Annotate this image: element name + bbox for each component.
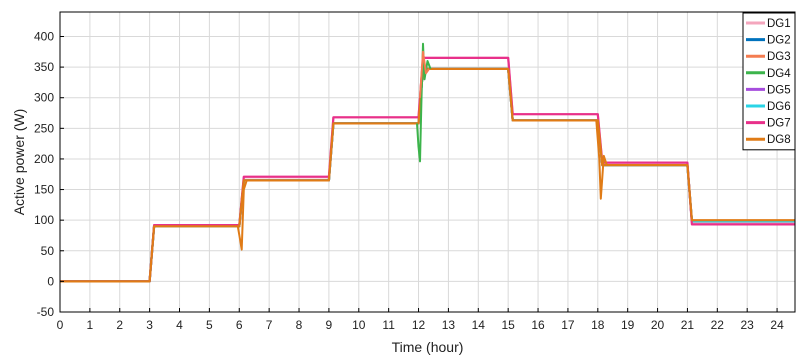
- x-tick-label: 14: [472, 318, 486, 332]
- x-tick-label: 10: [352, 318, 366, 332]
- y-tick-label: 100: [34, 213, 54, 227]
- x-tick-label: 16: [531, 318, 545, 332]
- y-tick-label: 350: [34, 60, 54, 74]
- x-tick-label: 0: [57, 318, 64, 332]
- legend-label-dg1: DG1: [767, 18, 791, 30]
- x-tick-label: 18: [591, 318, 605, 332]
- x-tick-label: 22: [711, 318, 725, 332]
- y-tick-label: 400: [34, 29, 54, 43]
- x-tick-label: 8: [296, 318, 303, 332]
- legend: DG1 DG2 DG3 DG4 DG5 DG6 DG7 DG8: [742, 12, 796, 151]
- legend-label-dg2: DG2: [767, 35, 791, 47]
- legend-box: [742, 12, 796, 151]
- series-line-dg8: [60, 67, 795, 283]
- y-tick-label: 0: [47, 274, 54, 288]
- x-tick-label: 19: [621, 318, 635, 332]
- y-tick-label: 200: [34, 152, 54, 166]
- x-tick-label: 15: [501, 318, 515, 332]
- series-line-dg4: [60, 67, 795, 283]
- legend-label-dg8: DG8: [767, 134, 791, 146]
- x-tick-label: 12: [412, 318, 426, 332]
- transient-dg8: [595, 120, 608, 200]
- y-tick-label: 300: [34, 91, 54, 105]
- x-tick-label: 1: [87, 318, 94, 332]
- y-tick-label: 50: [41, 244, 55, 258]
- legend-label-dg3: DG3: [767, 51, 791, 63]
- x-tick-label: 20: [651, 318, 665, 332]
- x-tick-label: 21: [681, 318, 695, 332]
- legend-label-dg4: DG4: [767, 68, 791, 80]
- x-tick-label: 24: [770, 318, 784, 332]
- axes-frame: [59, 11, 796, 313]
- series-line-dg2: [60, 67, 795, 283]
- series-line-dg3: [60, 67, 795, 283]
- x-tick-label: 6: [236, 318, 243, 332]
- legend-label-dg5: DG5: [767, 84, 791, 96]
- y-axis-label: Active power (W): [11, 109, 27, 216]
- series-line-dg7: [60, 56, 795, 283]
- legend-label-dg7: DG7: [767, 118, 791, 130]
- y-tick-label: 250: [34, 121, 54, 135]
- axis-ticks: 0 1 2 3 4 5 6 7 8 9 10 11 12 13 14 15 16 17 18 19 20 21 22 23 24…: [34, 29, 784, 332]
- grid-lines: [59, 12, 795, 313]
- transient-dg3: [419, 50, 430, 98]
- x-tick-label: 5: [206, 318, 213, 332]
- x-tick-label: 17: [561, 318, 575, 332]
- x-tick-label: 3: [146, 318, 153, 332]
- plot-area: [60, 42, 795, 283]
- x-tick-label: 13: [442, 318, 456, 332]
- series-line-dg6: [60, 67, 795, 283]
- series-line-dg1: [60, 56, 795, 283]
- x-tick-label: 11: [382, 318, 395, 332]
- x-axis-label: Time (hour): [392, 339, 464, 355]
- x-tick-label: 2: [116, 318, 123, 332]
- transient-dg8: [236, 180, 248, 251]
- x-tick-label: 23: [741, 318, 755, 332]
- x-tick-label: 7: [266, 318, 273, 332]
- legend-label-dg6: DG6: [767, 101, 791, 113]
- series-line-dg5: [60, 67, 795, 283]
- x-tick-label: 4: [176, 318, 183, 332]
- x-tick-label: 9: [326, 318, 333, 332]
- y-tick-label: 150: [34, 183, 54, 197]
- y-tick-label: -50: [37, 305, 55, 319]
